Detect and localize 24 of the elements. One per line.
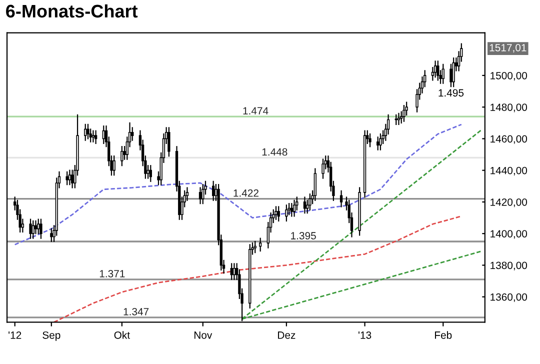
ref-line-label: 1.448 [262, 148, 288, 156]
y-tick-label: 1400,00 [490, 230, 528, 239]
annotation: 1517,01 [490, 44, 526, 53]
y-tick-label: 1420,00 [490, 198, 528, 208]
y-tick-label: 1360,00 [490, 293, 528, 302]
x-tick-label: Okt [114, 331, 130, 339]
annotation: 1.495 [438, 89, 464, 97]
ref-line-label: 1.422 [234, 189, 258, 197]
chart-title: 6-Monats-Chart [6, 4, 138, 18]
ref-line-label: 1.474 [243, 107, 268, 114]
y-tick-label: 1440,00 [490, 166, 528, 176]
x-tick-label: Nov [194, 332, 212, 339]
ref-line-label: 1.371 [100, 270, 125, 278]
y-tick-label: 1500,00 [490, 72, 528, 81]
y-tick-label: 1460,00 [490, 135, 528, 144]
x-tick-label: '13 [358, 331, 372, 339]
x-tick-label: Dez [278, 332, 296, 339]
x-tick-label: '12 [8, 331, 22, 339]
x-tick-label: Feb [435, 331, 452, 339]
x-tick-label: Sep [42, 331, 60, 341]
y-tick-label: 1380,00 [490, 262, 528, 270]
ref-line-label: 1.347 [124, 308, 149, 316]
y-tick-label: 1480,00 [490, 104, 528, 112]
ref-line-label: 1.395 [291, 232, 316, 240]
